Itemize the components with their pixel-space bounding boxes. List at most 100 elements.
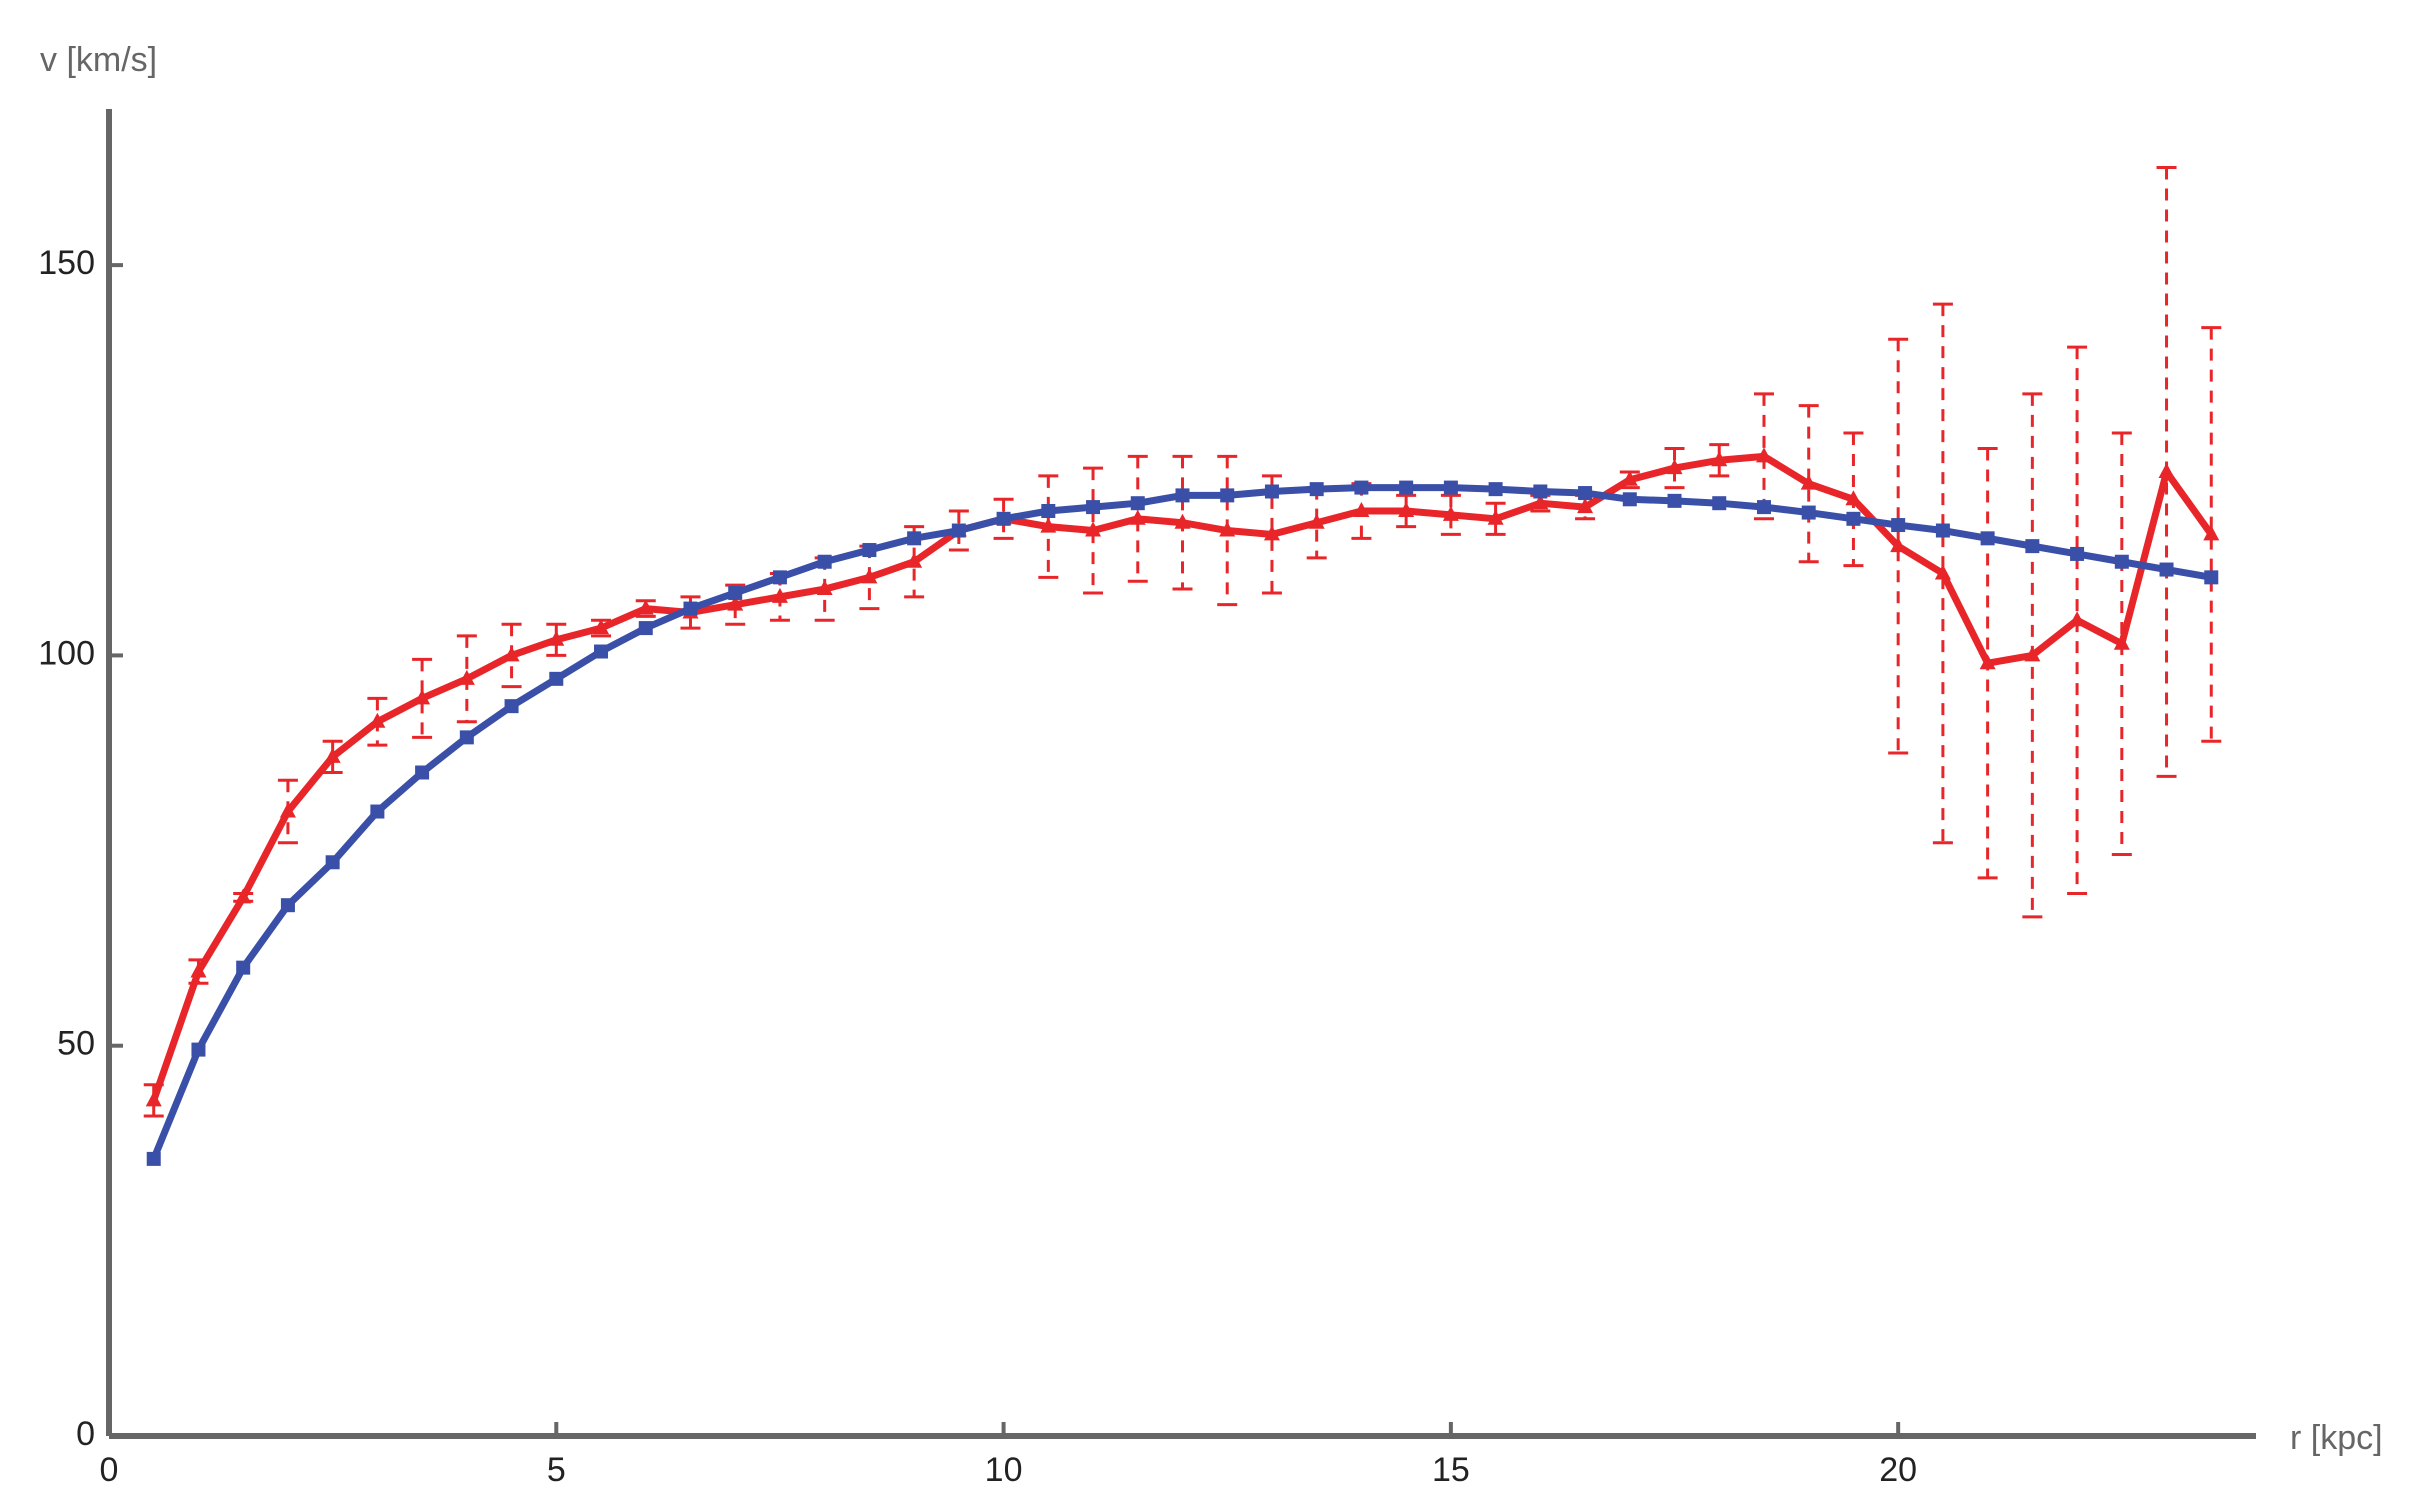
- error-bar: [1440, 493, 1461, 536]
- error-bar: [1932, 302, 1953, 845]
- marker: [728, 585, 743, 600]
- error-bar: [1485, 501, 1506, 536]
- marker: [861, 568, 878, 584]
- marker: [458, 669, 475, 685]
- marker: [1041, 504, 1056, 519]
- marker: [1308, 513, 1325, 529]
- y-tick-label: 0: [76, 1415, 95, 1453]
- marker: [2069, 611, 2086, 627]
- marker: [1712, 496, 1727, 511]
- error-bar: [1127, 454, 1148, 583]
- marker: [594, 644, 609, 659]
- marker: [1398, 502, 1415, 518]
- error-bar: [322, 739, 343, 774]
- marker: [145, 1091, 162, 1107]
- marker: [414, 689, 431, 705]
- marker: [415, 765, 430, 780]
- marker: [1935, 523, 1950, 538]
- marker: [1175, 488, 1190, 503]
- y-tick-label: 100: [38, 634, 95, 672]
- marker: [637, 599, 654, 615]
- marker: [862, 543, 877, 558]
- marker: [683, 601, 698, 616]
- marker: [191, 1042, 206, 1057]
- marker: [1801, 505, 1816, 520]
- error-bar: [546, 622, 567, 657]
- marker: [1621, 470, 1638, 486]
- marker: [727, 595, 744, 611]
- x-tick-label: 5: [547, 1451, 566, 1489]
- y-tick-label: 50: [57, 1025, 95, 1063]
- marker: [1711, 451, 1728, 467]
- marker: [2159, 562, 2174, 577]
- marker: [1667, 493, 1682, 508]
- error-bar: [1261, 474, 1282, 595]
- marker: [2070, 546, 2085, 561]
- marker: [638, 621, 653, 636]
- error-bar: [1888, 337, 1909, 755]
- marker: [236, 960, 251, 975]
- error-bar: [948, 509, 969, 552]
- x-tick-label: 0: [100, 1451, 119, 1489]
- marker: [1979, 654, 1996, 670]
- error-bar: [1709, 443, 1730, 478]
- marker: [1891, 518, 1906, 533]
- marker: [1442, 505, 1459, 521]
- marker: [548, 630, 565, 646]
- marker: [1622, 492, 1637, 507]
- marker: [996, 511, 1011, 526]
- marker: [1577, 498, 1594, 514]
- marker: [1666, 459, 1683, 475]
- x-axis-label: r [kpc]: [2290, 1419, 2383, 1457]
- error-bar: [1664, 447, 1685, 490]
- marker: [771, 587, 788, 603]
- marker: [504, 699, 519, 714]
- y-axis-label: v [km/s]: [40, 41, 157, 79]
- marker: [1309, 482, 1324, 497]
- marker: [2113, 634, 2130, 650]
- marker: [1934, 564, 1951, 580]
- marker: [235, 888, 252, 904]
- marker: [816, 580, 833, 596]
- marker: [503, 646, 520, 662]
- marker: [1263, 525, 1280, 541]
- x-tick-label: 20: [1879, 1451, 1917, 1489]
- marker: [2203, 525, 2220, 541]
- marker: [1846, 511, 1861, 526]
- marker: [2114, 554, 2129, 569]
- marker: [907, 531, 922, 546]
- marker: [1980, 531, 1995, 546]
- marker: [1220, 488, 1235, 503]
- marker: [1040, 517, 1057, 533]
- marker: [1129, 509, 1146, 525]
- error-bar: [412, 657, 433, 739]
- marker: [1130, 496, 1145, 511]
- marker: [1845, 490, 1862, 506]
- marker: [1756, 500, 1771, 515]
- x-tick-label: 15: [1432, 1451, 1470, 1489]
- error-bar: [1798, 404, 1819, 564]
- series-line: [150, 452, 2215, 1102]
- marker: [325, 855, 340, 870]
- marker: [772, 570, 787, 585]
- marker: [817, 554, 832, 569]
- marker: [279, 802, 296, 818]
- marker: [2204, 570, 2219, 585]
- y-tick-label: 150: [38, 244, 95, 282]
- error-bar: [1083, 466, 1104, 595]
- marker: [1353, 502, 1370, 518]
- marker: [370, 804, 385, 819]
- error-bar: [2201, 326, 2222, 743]
- marker: [1399, 480, 1414, 495]
- marker: [324, 747, 341, 763]
- marker: [369, 712, 386, 728]
- marker: [1533, 484, 1548, 499]
- marker: [1755, 447, 1772, 463]
- marker: [906, 552, 923, 568]
- marker: [1264, 484, 1279, 499]
- marker: [459, 730, 474, 745]
- marker: [1532, 494, 1549, 510]
- error-bar: [993, 497, 1014, 540]
